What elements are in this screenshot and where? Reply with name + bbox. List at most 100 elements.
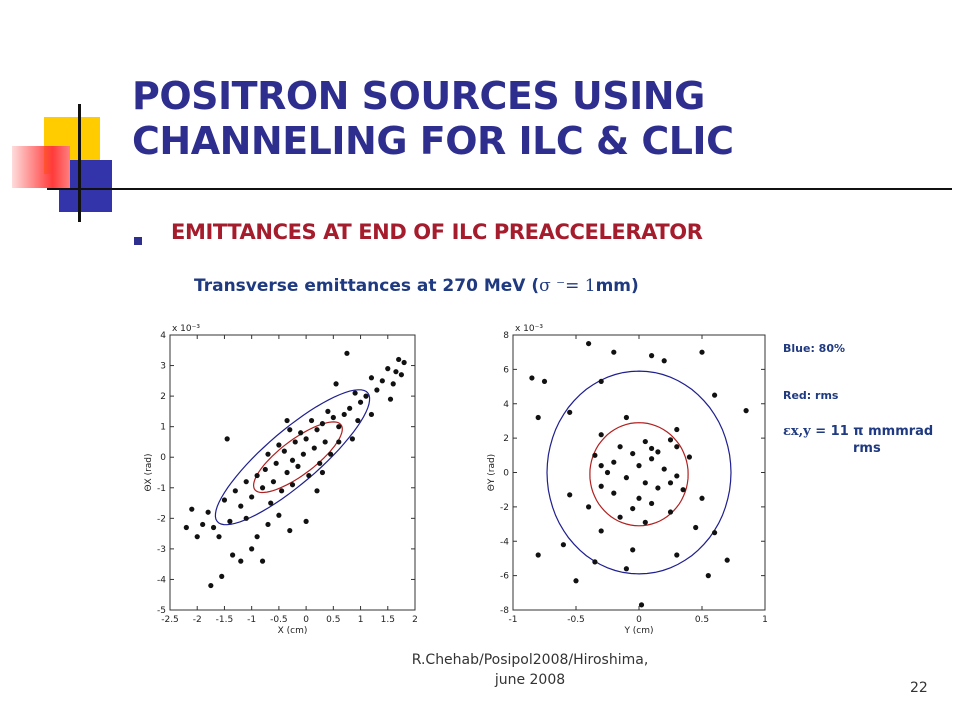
data-point — [642, 519, 648, 525]
data-point — [560, 542, 566, 548]
data-point — [567, 409, 573, 415]
x-tick-label: 1.5 — [381, 615, 395, 625]
data-point — [216, 534, 222, 540]
chart-subtitle: Transverse emittances at 270 MeV (σ ⁻= 1… — [194, 276, 639, 296]
data-point — [227, 518, 233, 524]
data-point — [355, 417, 361, 424]
y-tick-label: -1 — [157, 484, 166, 494]
x-tick-label: 2 — [412, 615, 418, 625]
data-point — [352, 390, 358, 396]
emittance-x-plot: -2.5 -2 -1.5 -1 -0.5 0 0.5 1 1.5 2 -5 -4 -3 -2 -1 0 1 2 3 4… — [144, 324, 418, 636]
data-point — [208, 582, 214, 589]
data-point — [743, 408, 749, 414]
data-point — [655, 485, 661, 491]
y-scale-label: x 10⁻³ — [172, 324, 200, 334]
data-point — [661, 466, 667, 472]
data-point — [567, 492, 573, 498]
data-point — [667, 437, 674, 443]
y-tick-label: -6 — [500, 572, 509, 582]
data-point — [649, 500, 655, 507]
y-scale-label: x 10⁻³ — [515, 324, 543, 334]
data-point — [630, 547, 636, 553]
data-point — [642, 438, 648, 445]
data-point — [314, 427, 320, 433]
data-point — [387, 396, 394, 402]
data-point — [598, 432, 604, 438]
data-point — [617, 444, 623, 450]
subtitle-text: Transverse emittances at 270 MeV ( — [194, 276, 540, 296]
x-tick-label: -2.5 — [161, 615, 179, 625]
data-point — [243, 479, 249, 485]
data-point — [281, 448, 287, 454]
data-point — [649, 445, 655, 452]
data-point — [330, 414, 336, 421]
data-point — [289, 457, 296, 463]
data-point — [611, 459, 617, 465]
data-point — [638, 602, 645, 608]
data-point — [311, 445, 317, 451]
subtitle-unit: mm) — [595, 276, 639, 296]
data-point — [287, 427, 293, 433]
data-point — [270, 479, 277, 485]
bullet-text: EMITTANCES AT END OF ILC PREACCELERATOR — [171, 220, 703, 244]
data-point — [210, 524, 217, 531]
data-point — [295, 463, 301, 469]
y-tick-label: -5 — [157, 606, 166, 616]
data-point — [630, 505, 636, 512]
y-tick-label: 2 — [503, 434, 509, 444]
data-point — [319, 469, 326, 476]
data-point — [300, 451, 306, 457]
y-tick-label: 4 — [160, 331, 166, 341]
data-point — [303, 518, 309, 524]
data-point — [541, 378, 548, 385]
data-point — [243, 515, 249, 521]
emittance-unit: rms — [853, 441, 881, 456]
y-tick-label: -8 — [500, 606, 509, 616]
x-tick-label: 0.5 — [326, 615, 340, 625]
x-tick-label: -1.5 — [216, 615, 234, 625]
data-point — [292, 439, 298, 445]
data-point — [363, 393, 369, 399]
data-point — [273, 460, 279, 466]
data-point — [357, 399, 364, 405]
data-point — [284, 417, 290, 424]
footer-text: R.Chehab/Posipol2008/Hiroshima, june 200… — [330, 650, 730, 690]
data-point — [194, 534, 200, 540]
data-point — [317, 460, 323, 466]
x-tick-label: -0.5 — [270, 615, 288, 625]
data-point — [336, 424, 342, 430]
data-point — [249, 546, 255, 552]
data-point — [636, 463, 642, 469]
x-axis-label: X (cm) — [278, 626, 308, 636]
data-point — [535, 414, 541, 421]
decor-horizontal-line — [47, 188, 952, 190]
x-tick-label: 1 — [762, 615, 768, 625]
data-point — [219, 573, 225, 579]
data-point — [232, 488, 238, 494]
x-tick-label: 1 — [358, 615, 364, 625]
data-point — [230, 552, 236, 558]
y-tick-label: -4 — [157, 575, 166, 585]
data-point — [393, 369, 399, 375]
data-point — [325, 408, 331, 414]
data-point — [598, 528, 604, 534]
footer-line-2: june 2008 — [494, 672, 566, 688]
x-tick-label: 0 — [303, 615, 309, 625]
footer-line-1: R.Chehab/Posipol2008/Hiroshima, — [411, 652, 649, 668]
y-tick-label: 8 — [503, 331, 509, 341]
legend-blue: Blue: 80% — [783, 342, 846, 355]
data-point — [642, 480, 648, 486]
data-point — [586, 504, 592, 510]
data-point — [368, 411, 375, 418]
y-tick-label: -2 — [157, 514, 166, 524]
data-point — [390, 381, 396, 387]
data-point — [221, 497, 228, 503]
data-point — [705, 573, 711, 579]
x-tick-label: 0 — [636, 615, 642, 625]
data-point — [287, 527, 293, 534]
data-point — [238, 503, 244, 509]
data-point — [205, 509, 211, 515]
data-point — [254, 534, 260, 540]
data-point — [598, 483, 604, 489]
subtitle-sigma: σ ⁻= 1 — [539, 276, 596, 296]
